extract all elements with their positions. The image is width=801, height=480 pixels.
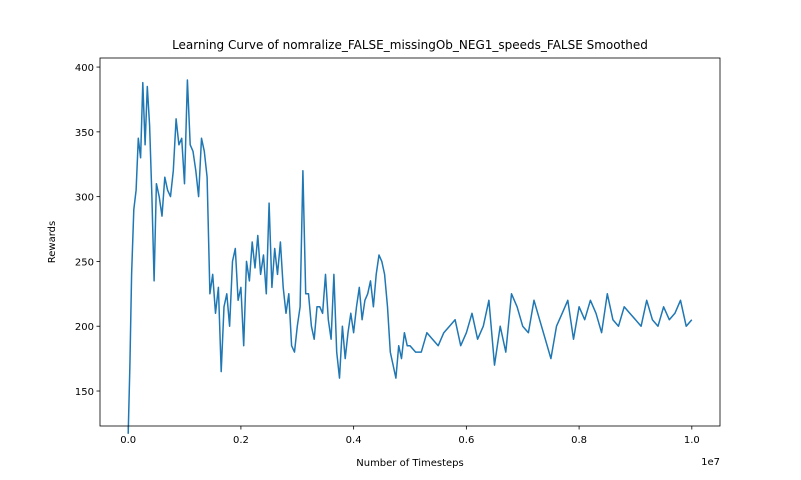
y-tick-label: 250 <box>75 257 94 268</box>
x-axis-offset-label: 1e7 <box>701 457 720 468</box>
plot-area-frame <box>99 57 721 427</box>
x-axis-label: Number of Timesteps <box>356 458 463 469</box>
y-tick-label: 350 <box>75 128 94 139</box>
series-layer <box>127 79 693 434</box>
y-tick-label: 200 <box>75 322 94 333</box>
y-tick-label: 150 <box>75 387 94 398</box>
reward-series-line <box>127 79 693 434</box>
x-tick-label: 0.6 <box>458 435 474 446</box>
ticks-layer: 0.0 0.2 0.4 0.6 0.8 1.0 150 200 250 300 350 400 <box>75 63 700 446</box>
x-tick-label: 0.8 <box>571 435 587 446</box>
x-tick-label: 0.2 <box>233 435 249 446</box>
y-axis-label: Rewards <box>47 221 58 263</box>
chart-title: Learning Curve of nomralize_FALSE_missin… <box>172 38 648 52</box>
x-tick-label: 0.0 <box>120 435 136 446</box>
x-tick-label: 0.4 <box>346 435 362 446</box>
y-tick-label: 300 <box>75 193 94 204</box>
x-tick-label: 1.0 <box>684 435 700 446</box>
y-tick-label: 400 <box>75 63 94 74</box>
